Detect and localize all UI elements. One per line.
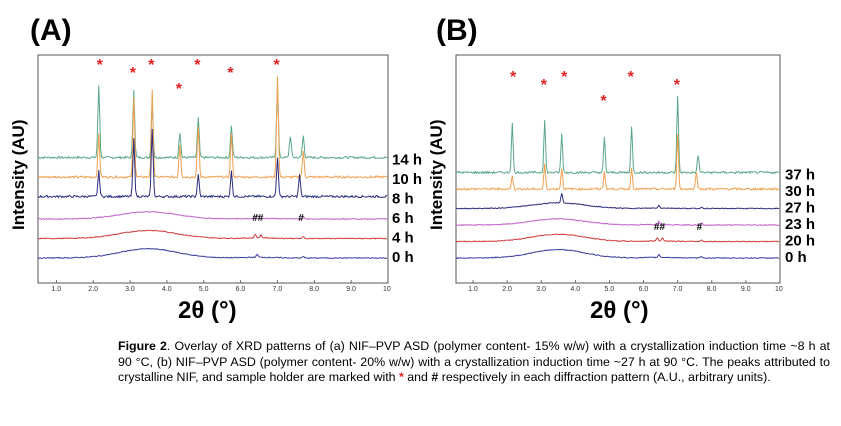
trace-23-h [455, 217, 780, 227]
panel-a-label: (A) [30, 14, 72, 47]
sample-holder-hash: # [697, 222, 703, 233]
nif-peak-star: * [130, 65, 137, 82]
panel-a-time-labels: 14 h 10 h 8 h 6 h 4 h 0 h [392, 152, 422, 267]
time-label: 14 h [392, 152, 422, 169]
panel-a-ticks: 1.0 2.0 3.0 4.0 5.0 6.0 7.0 8.0 9.0 10 [51, 280, 391, 293]
trace-37-h [455, 96, 780, 175]
x-tick-label: 3.0 [536, 286, 546, 293]
caption-text-1: . Overlay of XRD patterns of (a) NIF–PVP… [118, 339, 830, 385]
nif-peak-star: * [194, 57, 201, 74]
x-tick-label: 6.0 [236, 286, 246, 293]
nif-peak-star: * [227, 65, 234, 82]
nif-peak-star: * [510, 69, 517, 86]
time-label: 8 h [392, 191, 414, 208]
panel-a-traces [37, 76, 388, 260]
time-label: 6 h [392, 210, 414, 227]
trace-30-h [455, 133, 780, 192]
caption-text-3: respectively in each diffraction pattern… [438, 370, 771, 385]
panel-b-y-axis-label: Intensity (AU) [427, 120, 446, 231]
trace-14-h [37, 85, 388, 160]
panel-b-ticks: 1.0 2.0 3.0 4.0 5.0 6.0 7.0 8.0 9.0 10 [468, 280, 783, 293]
x-tick-label: 9.0 [741, 286, 751, 293]
trace-8-h [37, 128, 388, 199]
time-label: 30 h [785, 183, 815, 200]
x-tick-label: 4.0 [570, 286, 580, 293]
time-label: 23 h [785, 216, 815, 233]
panel-b-markers: * * *** *## # [510, 69, 703, 233]
x-tick-label: 8.0 [707, 286, 717, 293]
nif-peak-star: * [674, 77, 681, 94]
panel-b-plot-frame [455, 54, 781, 284]
trace-0-h [455, 248, 780, 260]
x-tick-label: 7.0 [273, 286, 283, 293]
trace-27-h [455, 193, 780, 210]
panel-b-time-labels: 37 h30 h27 h23 h20 h0 h [785, 167, 815, 267]
nif-peak-star: * [628, 69, 635, 86]
panel-a-x-axis-label: 2θ (°) [178, 297, 237, 324]
x-tick-label: 4.0 [162, 286, 172, 293]
sample-holder-hash: ## [252, 213, 264, 224]
nif-peak-star: * [97, 57, 104, 74]
caption-figure-label: Figure 2 [118, 339, 167, 353]
x-tick-label: 8.0 [309, 286, 319, 293]
nif-peak-star: * [176, 81, 183, 98]
trace-10-h [37, 76, 388, 180]
caption-text-2: and [403, 370, 432, 385]
x-tick-label: 7.0 [673, 286, 683, 293]
x-tick-label: 9.0 [346, 286, 356, 293]
sample-holder-hash: # [298, 213, 304, 224]
time-label: 20 h [785, 233, 815, 250]
nif-peak-star: * [148, 57, 155, 74]
x-tick-label: 1.0 [51, 286, 61, 293]
panel-a-markers: * * *** * *## # [97, 57, 305, 224]
time-label: 27 h [785, 200, 815, 217]
time-label: 37 h [785, 167, 815, 184]
caption-hash-symbol: # [431, 370, 439, 385]
x-tick-label: 5.0 [605, 286, 615, 293]
caption-star-symbol: * [398, 370, 404, 385]
x-tick-label: 10 [383, 286, 391, 293]
x-tick-label: 6.0 [639, 286, 649, 293]
time-label: 0 h [785, 249, 807, 266]
panel-a: (A) Intensity (AU) 2θ (°) 1.0 2.0 3.0 4.0 5.… [9, 14, 422, 324]
x-tick-label: 10 [775, 286, 783, 293]
nif-peak-star: * [600, 93, 607, 110]
time-label: 4 h [392, 230, 414, 247]
x-tick-label: 3.0 [125, 286, 135, 293]
nif-peak-star: * [274, 57, 281, 74]
nif-peak-star: * [561, 69, 568, 86]
x-tick-label: 5.0 [199, 286, 209, 293]
figure-caption: Figure 2. Overlay of XRD patterns of (a)… [118, 339, 830, 386]
panel-a-plot-frame [37, 54, 389, 284]
nif-peak-star: * [541, 77, 548, 94]
trace-4-h [37, 229, 388, 240]
sample-holder-hash: ## [654, 222, 666, 233]
xrd-figure: (A) Intensity (AU) 2θ (°) 1.0 2.0 3.0 4.0 5.… [9, 14, 815, 324]
trace-6-h [37, 210, 388, 221]
trace-0-h [38, 247, 388, 260]
panel-b-label: (B) [436, 14, 478, 47]
panel-a-y-axis-label: Intensity (AU) [9, 120, 28, 231]
x-tick-label: 2.0 [502, 286, 512, 293]
panel-b-x-axis-label: 2θ (°) [590, 297, 649, 324]
trace-20-h [455, 233, 780, 243]
panel-b-traces [455, 96, 780, 260]
x-tick-label: 2.0 [88, 286, 98, 293]
time-label: 10 h [392, 171, 422, 188]
panel-b: (B) Intensity (AU) 2θ (°) 1.0 2.0 3.0 4.0 5.… [427, 14, 815, 324]
x-tick-label: 1.0 [468, 286, 478, 293]
time-label: 0 h [392, 249, 414, 266]
